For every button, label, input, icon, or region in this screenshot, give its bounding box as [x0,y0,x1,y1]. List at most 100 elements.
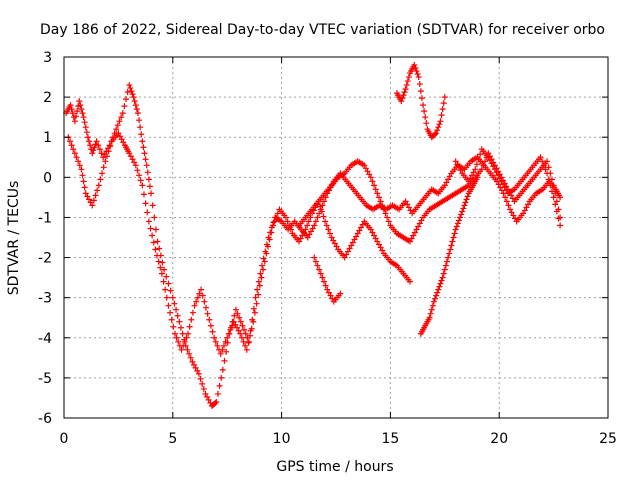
data-point-track-e [418,95,425,102]
data-point-track-b [211,334,218,341]
data-point-track-a [239,322,246,329]
data-point-track-g [557,222,564,229]
data-point-track-d [321,278,328,285]
data-point-track-a [508,209,515,216]
data-point-track-f [430,298,437,305]
data-point-track-g [500,181,507,188]
data-point-track-a [154,238,161,245]
data-point-track-b [214,342,221,349]
data-point-track-b [323,222,330,229]
data-point-track-e [432,131,439,138]
data-point-track-a [259,262,266,269]
x-axis-label: GPS time / hours [276,459,393,475]
data-point-track-a [141,150,148,157]
data-point-track-b [173,334,180,341]
data-point-track-a [71,118,78,125]
data-point-track-b [132,162,139,169]
data-point-track-b [375,241,382,248]
data-point-track-e [413,68,420,75]
data-point-track-a [140,144,147,151]
data-point-track-c [482,158,489,165]
data-point-track-g [496,175,503,182]
data-point-track-c [552,190,559,197]
data-point-track-b [202,304,209,311]
data-point-track-f [442,262,449,269]
data-point-track-a [95,142,102,149]
chart-title: Day 186 of 2022, Sidereal Day-to-day VTE… [40,22,605,38]
data-point-track-b [79,172,86,179]
y-axis-label: SDTVAR / TECUs [6,181,22,296]
data-point-track-b [348,242,355,249]
data-point-track-b [327,230,334,237]
data-point-track-b [232,321,239,328]
data-point-track-a [194,367,201,374]
data-point-track-a [68,106,75,113]
data-point-track-b [92,192,99,199]
data-point-track-a [260,255,267,262]
data-point-track-a [520,210,527,217]
data-point-track-a [116,118,123,125]
data-point-track-f [461,202,468,209]
data-point-track-a [82,124,89,131]
data-point-track-e [416,81,423,88]
data-point-track-b [305,218,312,225]
x-tick-label: 15 [381,431,399,447]
data-point-track-b [296,238,303,245]
data-point-track-f [458,211,465,218]
data-point-track-b [219,346,226,353]
data-point-track-b [245,339,252,346]
data-point-track-b [346,245,353,252]
data-point-track-a [138,131,145,138]
data-point-track-b [70,146,77,153]
data-point-track-b [372,235,379,242]
data-point-track-a [149,202,156,209]
data-point-track-b [369,229,376,236]
y-tick-label: 3 [43,50,52,66]
y-tick-label: 2 [43,90,52,106]
data-point-track-a [306,231,313,238]
data-point-track-a [234,310,241,317]
data-point-track-b [255,291,262,298]
data-point-track-b [367,226,374,233]
data-point-track-f [434,289,441,296]
data-point-track-a [204,393,211,400]
data-point-track-c [411,229,418,236]
data-point-track-b [165,302,172,309]
data-point-track-b [227,326,234,333]
data-point-track-c [372,186,379,193]
data-point-track-c [545,164,552,171]
data-point-track-a [202,390,209,397]
grid [64,57,608,418]
data-point-track-b [100,164,107,171]
data-point-track-b [351,236,358,243]
data-point-track-b [68,142,75,149]
data-point-track-b [180,342,187,349]
data-point-track-g [486,157,493,164]
data-point-track-b [178,346,185,353]
data-point-track-g [539,158,546,165]
data-point-track-b [237,330,244,337]
data-point-track-g [475,156,482,163]
data-point-track-a [232,306,239,313]
data-point-track-e [423,120,430,127]
data-point-track-g [470,169,477,176]
data-point-track-g [488,160,495,167]
data-point-track-a [134,110,141,117]
data-point-track-b [115,130,122,137]
data-point-track-f [453,223,460,230]
data-point-track-g [485,154,492,161]
data-point-track-b [224,334,231,341]
data-point-track-a [146,183,153,190]
data-point-track-b [171,330,178,337]
data-point-track-a [76,98,83,105]
data-point-track-a [176,318,183,325]
data-point-track-a [200,385,207,392]
data-point-track-f [459,208,466,215]
data-point-track-b [374,238,381,245]
data-point-track-b [356,227,363,234]
data-point-track-d [311,254,318,261]
data-point-track-a [250,305,257,312]
data-point-track-b [250,318,257,325]
data-point-track-e [422,114,429,121]
data-point-track-b [333,243,340,250]
